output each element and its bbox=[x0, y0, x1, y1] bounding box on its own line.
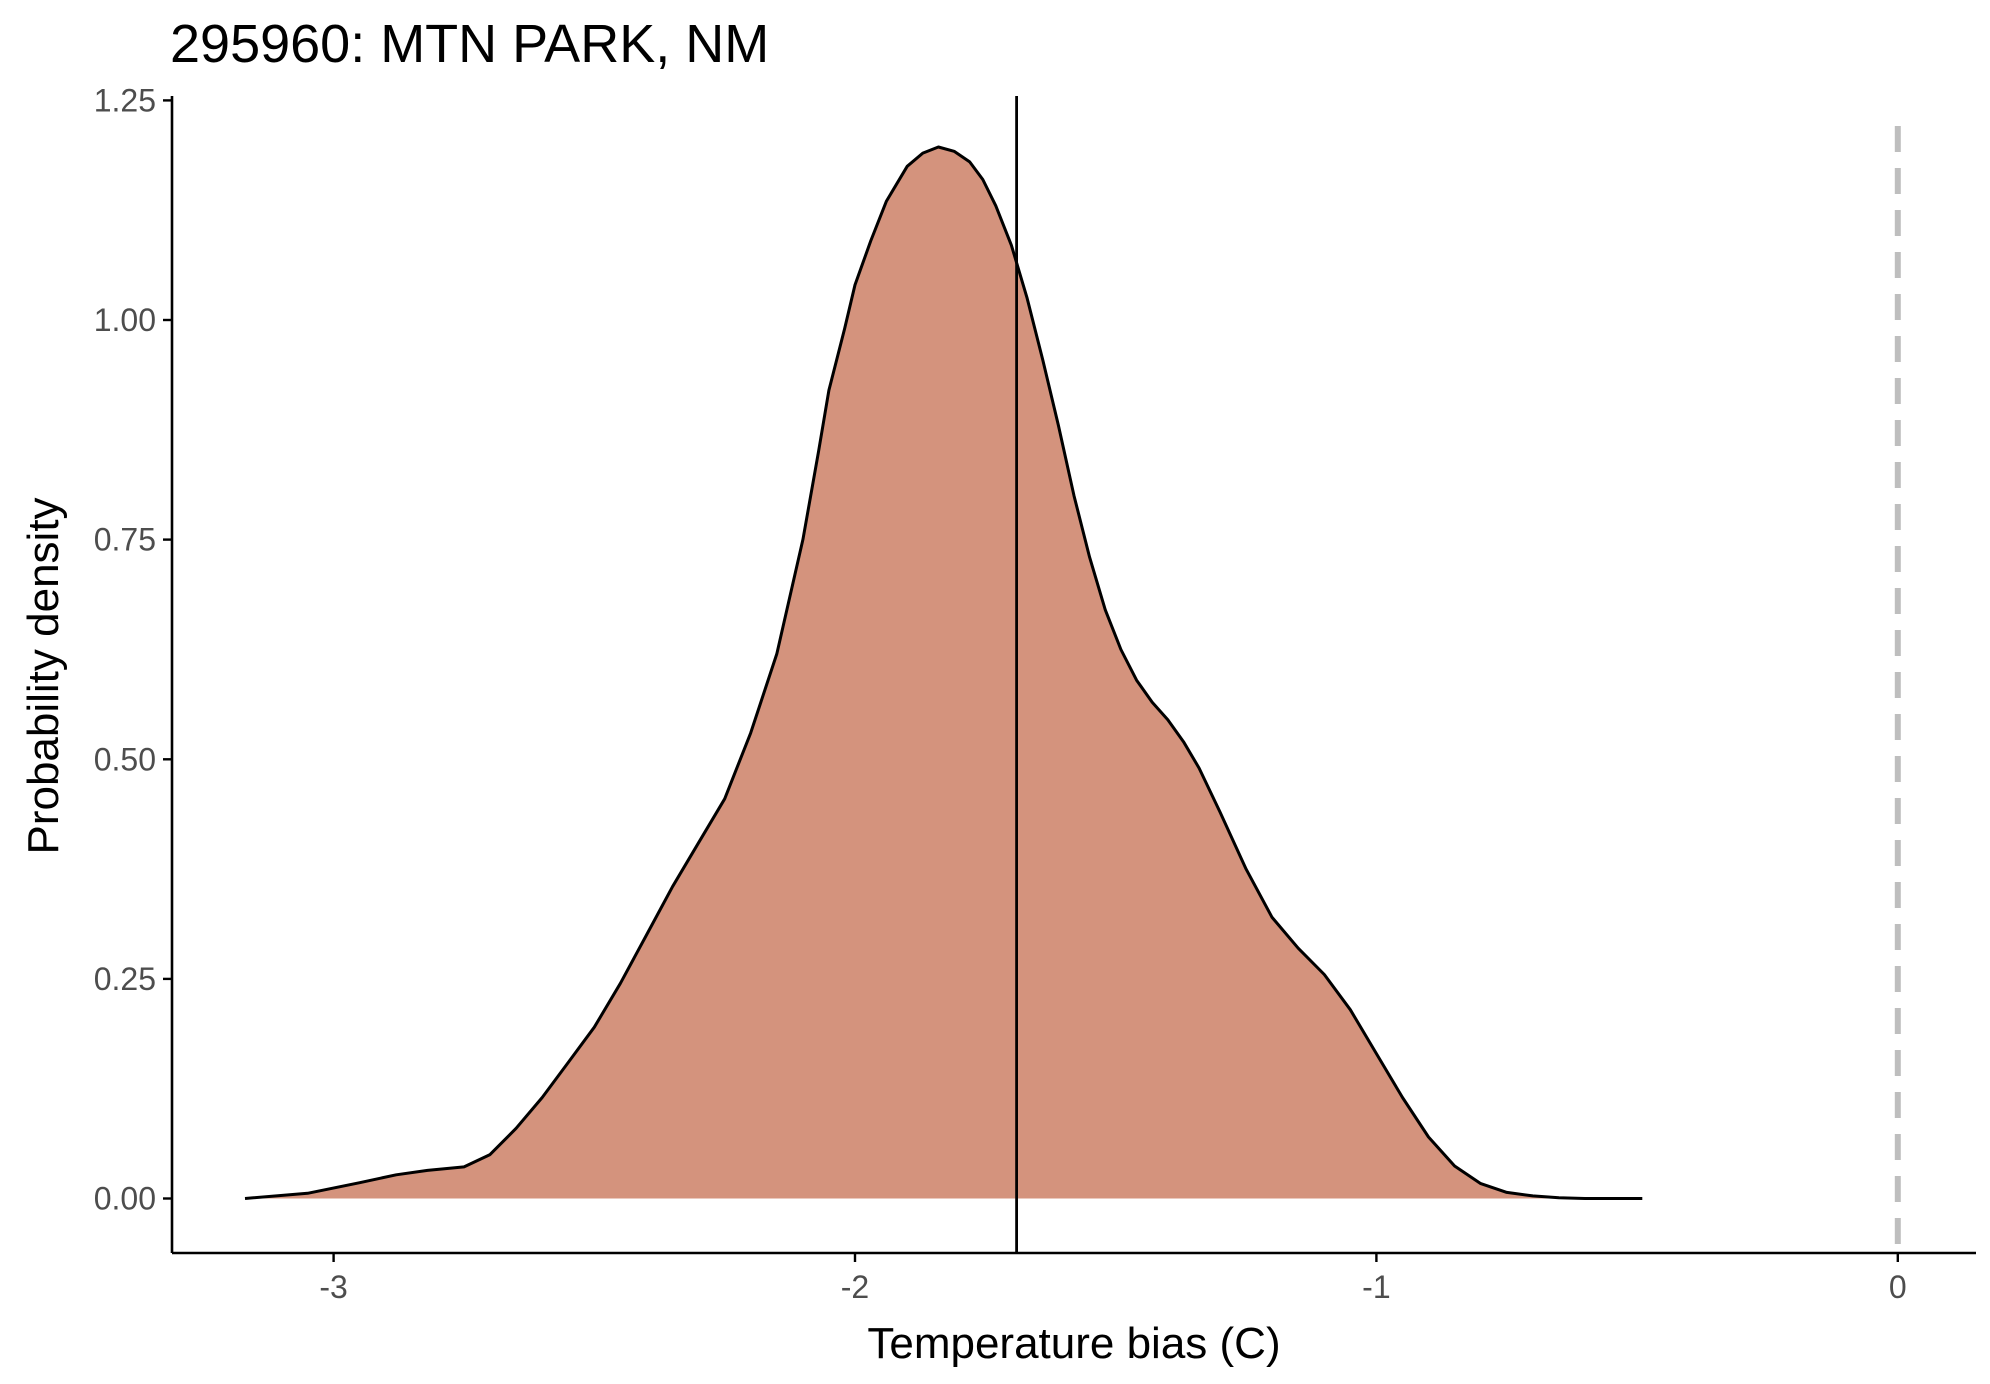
x-axis-ticks: -3 -2 -1 0 bbox=[319, 1253, 1907, 1305]
plot-area bbox=[244, 96, 1901, 1253]
y-tick-label: 0.75 bbox=[94, 522, 156, 558]
density-line-0 bbox=[244, 145, 1643, 1200]
y-tick-label: 1.00 bbox=[94, 302, 156, 338]
x-axis-title: Temperature bias (C) bbox=[867, 1319, 1280, 1368]
x-tick-label: -1 bbox=[1362, 1269, 1390, 1305]
y-axis-ticks: 0.00 0.25 0.50 0.75 1.00 1.25 bbox=[94, 82, 172, 1217]
y-tick-label: 1.25 bbox=[94, 82, 156, 118]
chart-title: 295960: MTN PARK, NM bbox=[170, 14, 769, 74]
x-tick-label: -2 bbox=[841, 1269, 869, 1305]
y-axis-title: Probability density bbox=[19, 497, 68, 854]
x-tick-label: 0 bbox=[1889, 1269, 1907, 1305]
y-tick-label: 0.50 bbox=[94, 741, 156, 777]
density-area-0 bbox=[245, 147, 1643, 1199]
y-tick-label: 0.25 bbox=[94, 961, 156, 997]
y-tick-label: 0.00 bbox=[94, 1181, 156, 1217]
x-tick-label: -3 bbox=[319, 1269, 347, 1305]
